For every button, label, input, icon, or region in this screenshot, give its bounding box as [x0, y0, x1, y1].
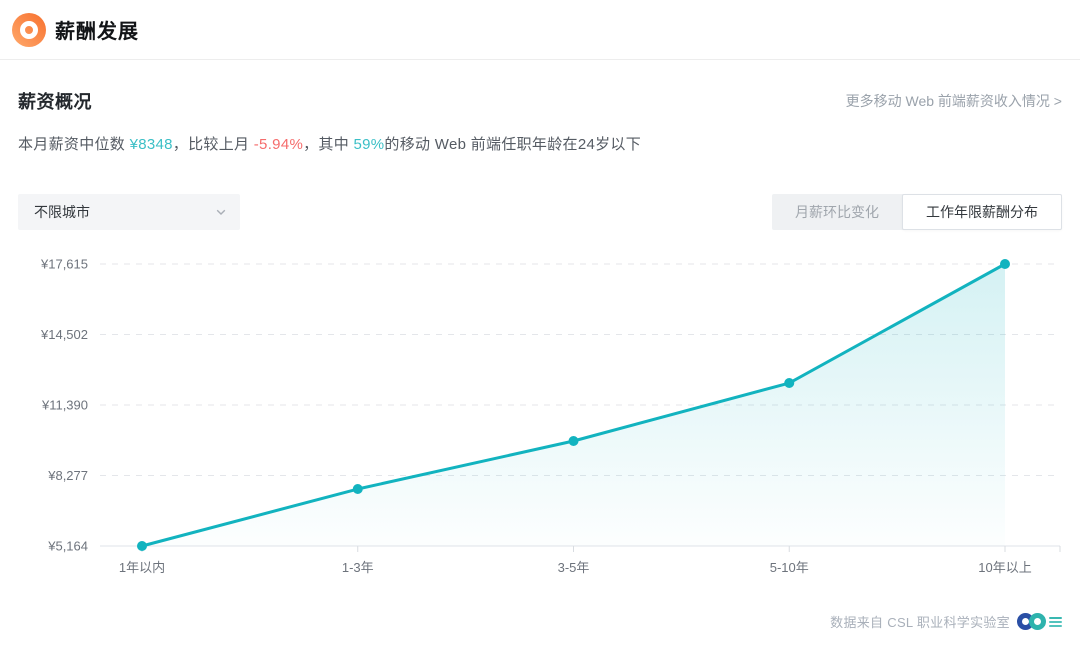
summary-part3: ，其中 [303, 136, 354, 153]
y-axis-label: ¥8,277 [47, 468, 88, 483]
x-axis-label: 1-3年 [342, 560, 374, 575]
city-filter-value: 不限城市 [34, 204, 90, 220]
data-source-credit: 数据来自 CSL 职业科学实验室 [830, 615, 1010, 630]
x-axis-label: 10年以上 [978, 560, 1031, 575]
y-axis-label: ¥14,502 [40, 327, 88, 342]
page-header: 薪酬发展 [0, 0, 1080, 60]
tab-salary-by-years[interactable]: 工作年限薪酬分布 [902, 194, 1062, 230]
chart-view-tabs: 月薪环比变化 工作年限薪酬分布 [772, 194, 1062, 230]
chart-canvas: ¥5,164 ¥8,277 ¥11,390 ¥14,502 ¥17,615 1年以内 1-3… [40, 257, 1061, 575]
logo-text-lines [1049, 616, 1062, 627]
y-axis-label: ¥5,164 [47, 539, 88, 554]
y-axis-label: ¥11,390 [41, 397, 88, 412]
y-axis-label: ¥17,615 [40, 257, 88, 272]
summary-part1: 本月薪资中位数 [18, 136, 130, 153]
x-axis-label: 3-5年 [558, 560, 590, 575]
x-axis-label: 1年以内 [119, 560, 165, 575]
logo-ring-teal [1029, 613, 1046, 630]
chevron-down-icon [216, 209, 226, 215]
more-salary-info-link[interactable]: 更多移动 Web 前端薪资收入情况 > [845, 93, 1062, 109]
salary-summary-text: 本月薪资中位数 ¥8348，比较上月 -5.94%，其中 59%的移动 Web … [18, 133, 641, 154]
data-point[interactable] [1000, 259, 1010, 269]
data-point[interactable] [784, 378, 795, 389]
summary-part4: 的移动 Web 前端任职年龄在24岁以下 [384, 136, 641, 153]
chart-controls-row: 不限城市 月薪环比变化 工作年限薪酬分布 [18, 194, 1062, 230]
salary-target-icon [12, 12, 46, 47]
area-fill [142, 264, 1005, 546]
data-point[interactable] [568, 436, 579, 447]
page-title: 薪酬发展 [55, 21, 139, 43]
city-filter-dropdown[interactable]: 不限城市 [18, 194, 240, 230]
section-header-row: 薪资概况 更多移动 Web 前端薪资收入情况 > [18, 86, 1062, 116]
data-point[interactable] [137, 541, 147, 551]
summary-part2: ，比较上月 [172, 136, 254, 153]
mom-change-value: -5.94% [253, 136, 304, 153]
csl-lab-logo-icon [1017, 613, 1062, 630]
data-point[interactable] [352, 484, 363, 495]
section-title: 薪资概况 [18, 92, 92, 112]
tab-monthly-mom-change[interactable]: 月薪环比变化 [795, 204, 879, 220]
data-source-footer: 数据来自 CSL 职业科学实验室 [830, 612, 1062, 631]
median-salary-value: ¥8348 [129, 136, 173, 153]
x-axis-label: 5-10年 [770, 560, 809, 575]
under24-percent-value: 59% [353, 136, 385, 153]
salary-by-years-chart: ¥5,164 ¥8,277 ¥11,390 ¥14,502 ¥17,615 1年以内 1-3… [18, 250, 1062, 595]
